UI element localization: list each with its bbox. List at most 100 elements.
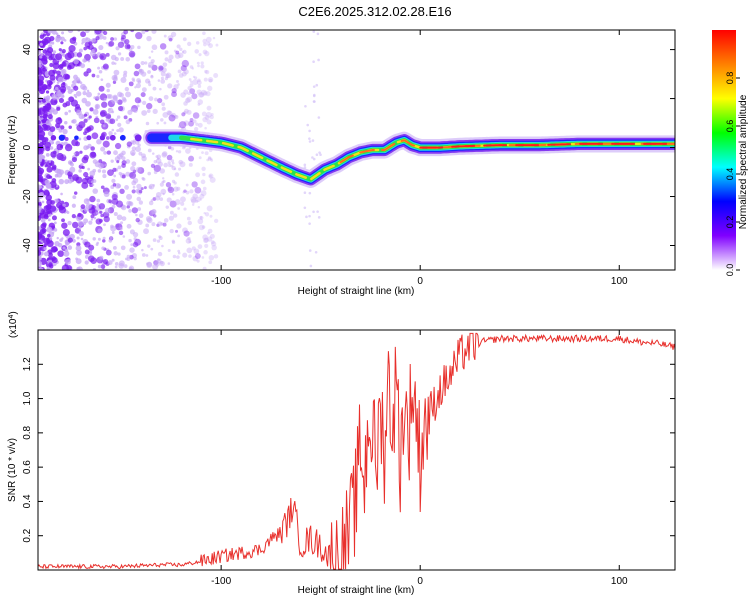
noise-dot [103, 191, 110, 198]
noise-dot [312, 30, 316, 33]
noise-dot [124, 257, 128, 261]
noise-dot [61, 222, 68, 229]
noise-dot [125, 159, 131, 164]
noise-dot [92, 267, 97, 270]
noise-dot [187, 220, 193, 226]
noise-dot [200, 89, 207, 96]
noise-dot [111, 258, 115, 262]
noise-dot [201, 151, 204, 155]
colorbar-tick-label: 0.2 [725, 216, 735, 229]
snr-frame [37, 329, 676, 571]
noise-dot [71, 157, 78, 163]
noise-dot [304, 104, 307, 108]
noise-dot [91, 183, 95, 187]
noise-dot [183, 111, 187, 115]
noise-dot [113, 174, 117, 178]
noise-dot [137, 45, 141, 50]
y-tick-label: 40 [22, 44, 33, 56]
y-tick-label: 0.8 [22, 425, 33, 439]
noise-dot [146, 102, 153, 110]
noise-dot [116, 214, 123, 221]
noise-dot [43, 251, 49, 257]
noise-dot [199, 193, 205, 199]
noise-dot [76, 215, 82, 222]
noise-dot [159, 65, 163, 70]
noise-dot [194, 49, 199, 54]
noise-dot [108, 131, 113, 136]
noise-dot [51, 256, 57, 261]
noise-dot [61, 49, 66, 54]
noise-dot [207, 231, 210, 235]
ridge-dot [86, 135, 92, 141]
noise-dot [116, 160, 120, 164]
noise-dot [167, 161, 171, 165]
noise-dot [120, 204, 127, 211]
noise-dot [51, 93, 58, 100]
noise-dot [183, 230, 190, 237]
noise-dot [51, 30, 57, 35]
ridge-dot [58, 134, 65, 141]
noise-dot [154, 97, 158, 102]
noise-dot [75, 176, 83, 184]
noise-dot [161, 152, 167, 158]
noise-dot [51, 231, 55, 234]
noise-dot [38, 174, 44, 182]
noise-dot [188, 158, 192, 161]
noise-dot [83, 145, 89, 151]
noise-dot [203, 237, 209, 243]
noise-dot [196, 80, 202, 86]
noise-dot [96, 95, 101, 100]
noise-dot [141, 87, 147, 93]
noise-dot [308, 214, 311, 218]
noise-dot [175, 50, 180, 55]
noise-dot [78, 137, 82, 141]
noise-dot [317, 58, 320, 62]
noise-dot [58, 178, 65, 185]
noise-dot [143, 228, 149, 235]
noise-dot [86, 126, 91, 131]
noise-dot [153, 164, 161, 173]
noise-dot [203, 237, 209, 243]
noise-dot [306, 123, 310, 127]
noise-dot [178, 73, 184, 78]
noise-dot [197, 122, 203, 128]
noise-dot [46, 166, 53, 173]
noise-dot [185, 97, 191, 104]
noise-dot [102, 63, 109, 70]
noise-dot [303, 163, 307, 167]
noise-dot [128, 267, 133, 270]
noise-dot [177, 249, 181, 253]
noise-dot [132, 231, 139, 238]
noise-dot [97, 228, 103, 234]
noise-dot [118, 260, 125, 267]
noise-dot [131, 180, 137, 186]
spectrogram-x-ticks: -100 0 100 [211, 30, 628, 287]
noise-dot [43, 30, 48, 34]
noise-dot [67, 171, 73, 177]
noise-dot [157, 251, 163, 257]
snr-panel: -100 0 100 0.2 0.4 0.6 0.8 1.0 1.2 (x104) Heigh… [7, 311, 676, 596]
noise-dot [213, 254, 219, 259]
noise-dot [155, 158, 162, 164]
noise-dot [192, 255, 199, 262]
noise-dot [129, 172, 137, 179]
noise-dot [312, 85, 316, 88]
noise-dot [73, 191, 78, 195]
noise-dot [85, 37, 91, 43]
noise-dot [312, 210, 315, 214]
noise-dot [150, 199, 154, 202]
noise-dot [102, 140, 110, 148]
noise-dot [140, 187, 144, 191]
noise-dot [174, 199, 181, 206]
noise-dot [170, 31, 177, 38]
noise-dot [192, 119, 197, 124]
noise-dot [91, 48, 95, 53]
noise-dot [103, 223, 106, 227]
noise-dot [75, 245, 82, 252]
noise-dot [308, 140, 312, 143]
noise-dot [195, 196, 201, 203]
noise-dot [81, 165, 85, 170]
noise-dot [206, 158, 210, 162]
noise-dot [111, 178, 116, 183]
noise-dot [152, 197, 157, 201]
